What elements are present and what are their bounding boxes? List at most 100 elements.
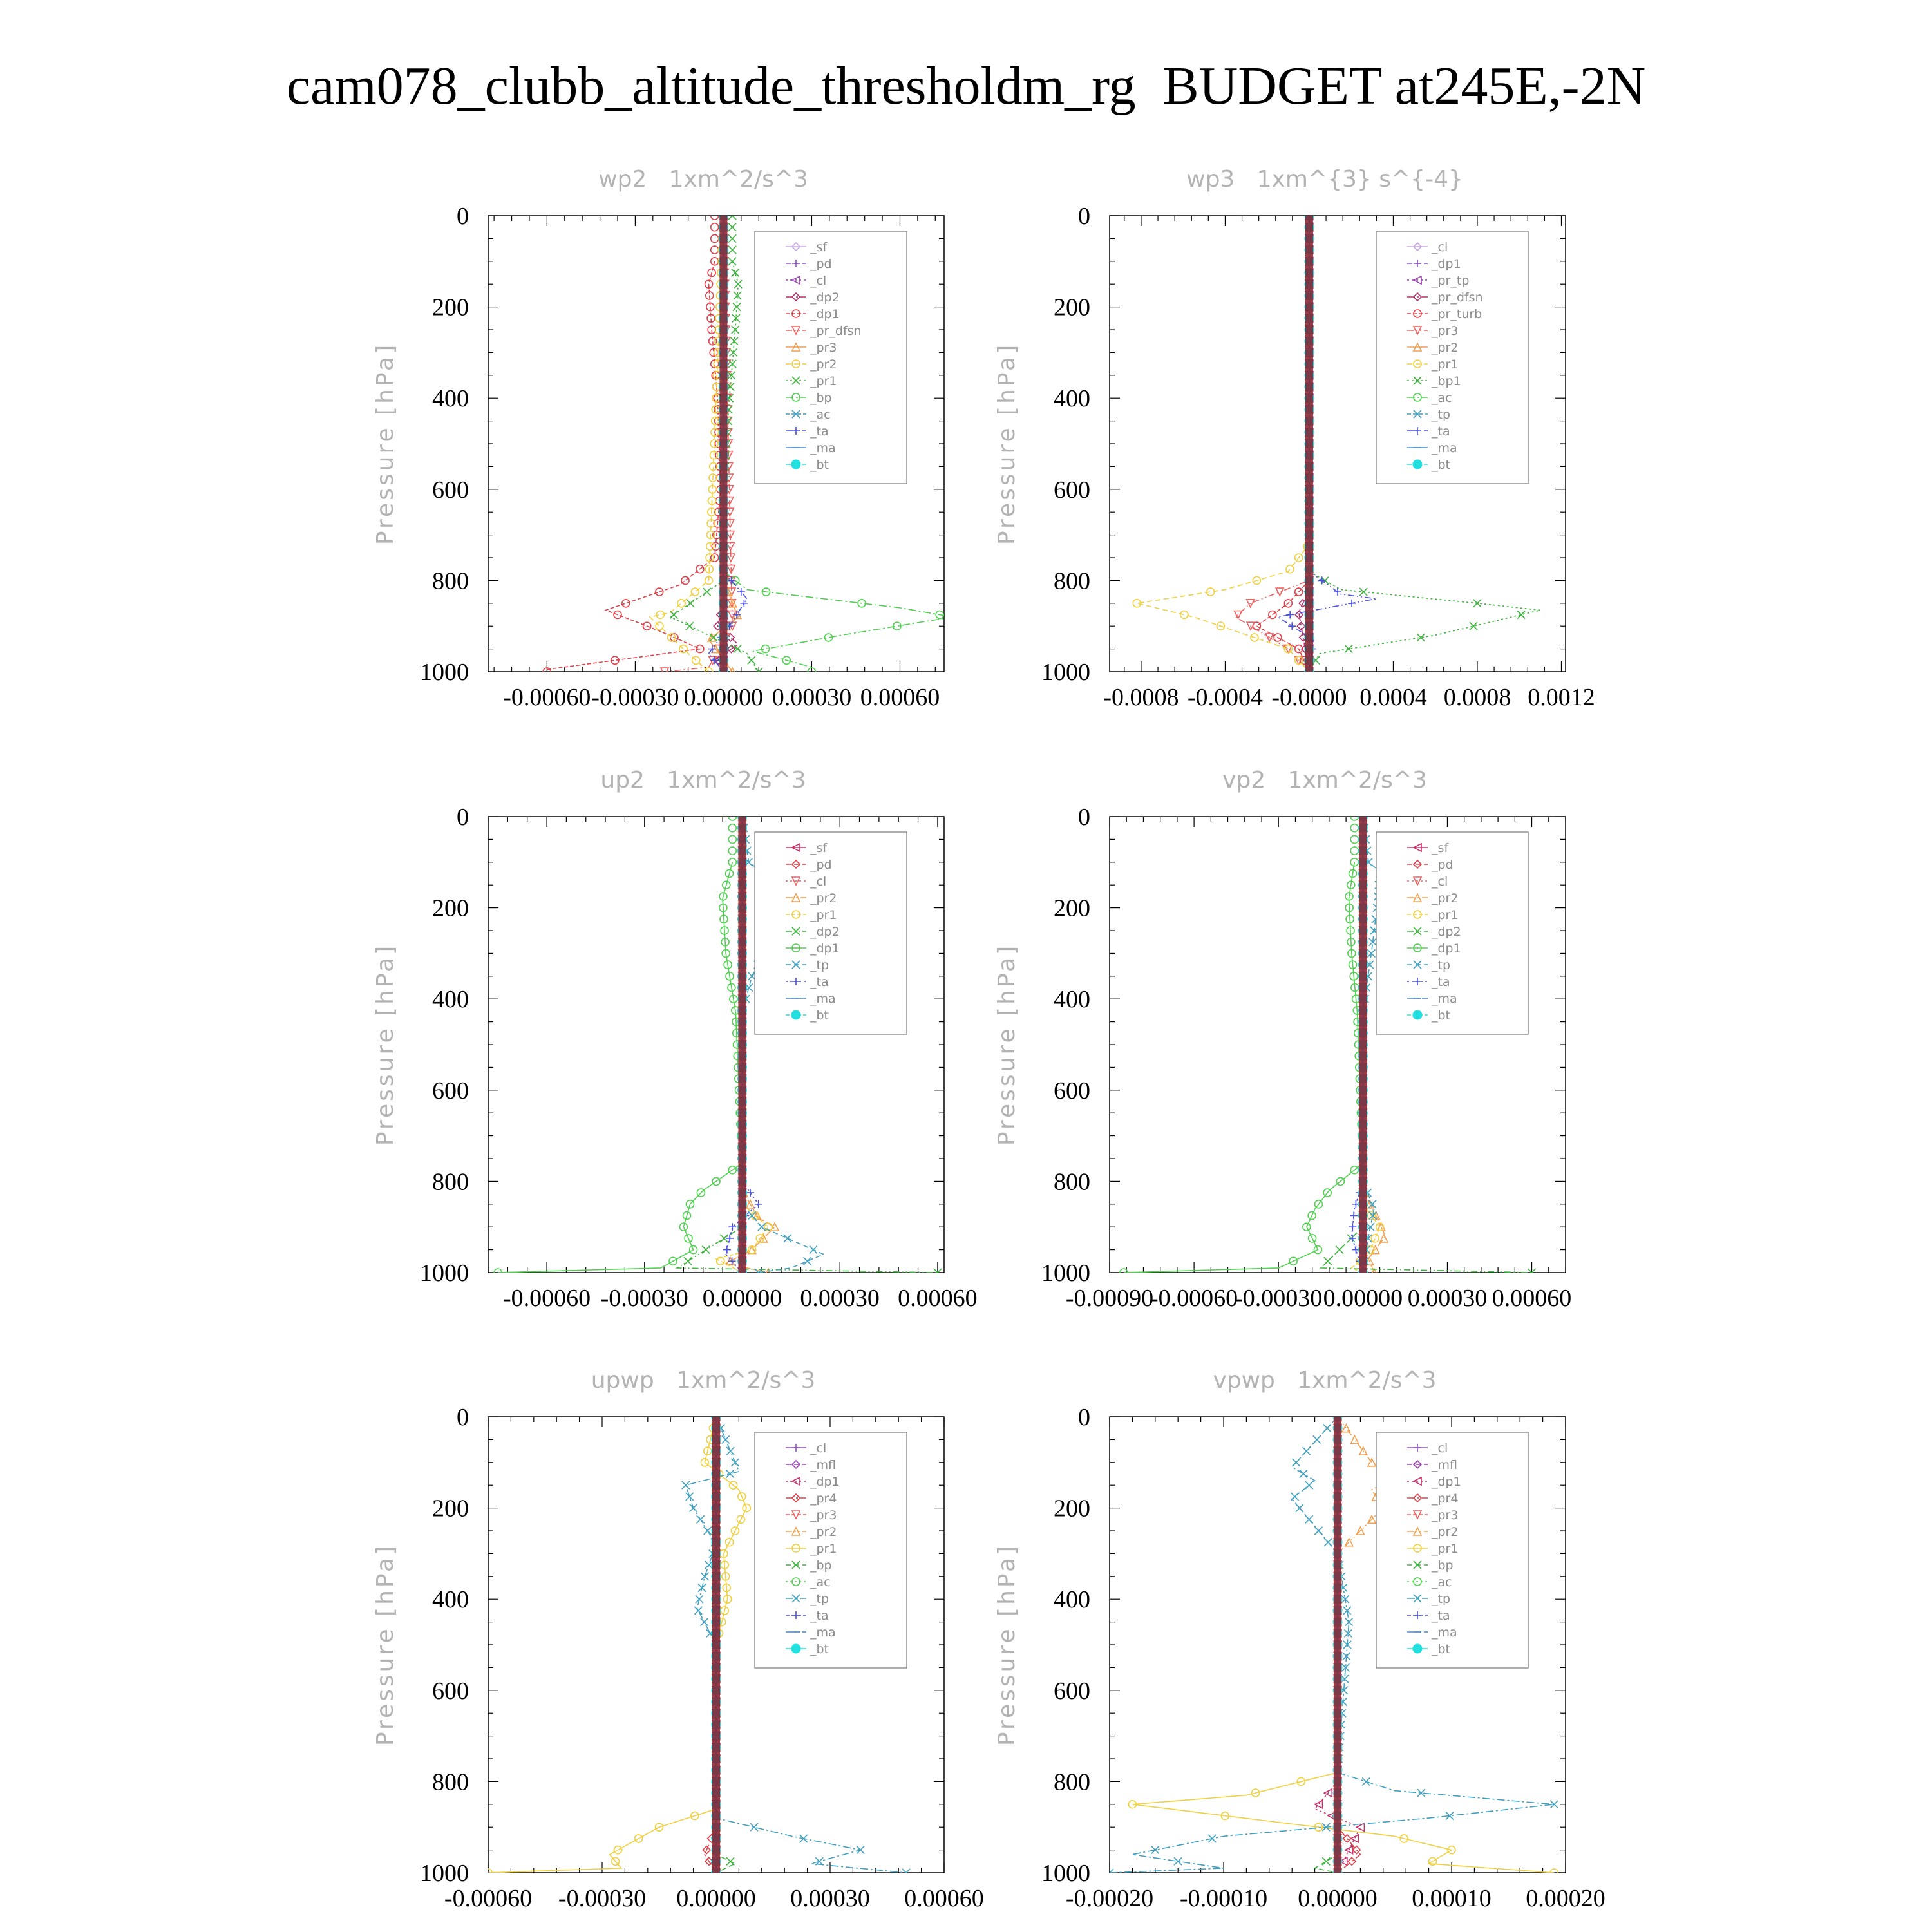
series-point (1359, 587, 1368, 596)
legend-item-ta: _ta (1407, 424, 1450, 439)
series-line (723, 216, 944, 668)
legend-marker (791, 893, 801, 902)
legend-item-bp1: _bp1 (1407, 374, 1461, 388)
series-point (1285, 564, 1294, 574)
legend-item-pr1: _pr1 (1407, 1542, 1458, 1556)
series-point (746, 1189, 755, 1197)
series-point (705, 291, 714, 300)
series-point (696, 564, 705, 574)
series-point (1173, 1857, 1182, 1866)
legend-label: _pr2 (1431, 341, 1458, 355)
legend-marker (1413, 1544, 1422, 1553)
legend-marker (1413, 1594, 1422, 1603)
series-point (712, 1177, 721, 1186)
series-point (1314, 1526, 1323, 1535)
series-point (667, 633, 676, 642)
x-tick-label: 0.00030 (800, 1285, 880, 1312)
legend-marker (791, 943, 800, 952)
series-point (707, 268, 716, 278)
series-point (704, 576, 714, 585)
series-point (702, 1845, 712, 1855)
series-point (729, 994, 738, 1003)
series-point (708, 336, 717, 346)
legend-marker (1414, 260, 1421, 267)
series-point (1341, 1595, 1350, 1604)
series-line (498, 862, 743, 1273)
legend-label: _cl (1431, 240, 1448, 254)
legend-marker (791, 910, 800, 919)
series-line (1132, 1417, 1555, 1873)
series-point (685, 1492, 694, 1501)
legend-marker (1412, 1476, 1422, 1486)
legend-item-ma: _ma (1407, 441, 1457, 455)
series-point (611, 656, 620, 665)
legend-item-ta: _ta (1407, 975, 1450, 989)
series-point (719, 914, 728, 924)
series-point (1119, 1268, 1128, 1273)
x-tick-label: -0.0000 (1271, 684, 1347, 711)
series-point (719, 892, 728, 901)
series-point (710, 553, 719, 562)
chart-panel-3: up2 1xm^2/s^3 Pressure [hPa] 0 200 400 600 800… (372, 767, 978, 1312)
legend-item-pr_tp: _pr_tp (1407, 274, 1469, 288)
series-point (815, 1857, 824, 1866)
y-tick-label: 200 (1054, 294, 1090, 321)
y-tick-label: 800 (432, 1168, 469, 1195)
series-point (1365, 960, 1374, 969)
series-point (1314, 1823, 1323, 1832)
series-point (732, 611, 741, 619)
series-point (737, 1492, 746, 1501)
x-tick-label: -0.00060 (503, 1285, 591, 1312)
legend-marker (792, 427, 800, 435)
series-dp1 (542, 216, 725, 672)
y-tick-label: 200 (1054, 1495, 1090, 1522)
series-point (728, 846, 737, 855)
series-point (1294, 644, 1303, 654)
legend-marker (791, 376, 800, 385)
series-point (493, 1268, 502, 1273)
legend-item-cl: _cl (786, 274, 826, 288)
series-point (719, 1234, 728, 1243)
legend-marker (1412, 459, 1423, 469)
y-tick-label: 0 (457, 203, 469, 230)
series-point (706, 530, 715, 540)
series-point (1334, 588, 1341, 596)
series-point (1399, 1834, 1409, 1843)
series-point (690, 587, 700, 596)
y-axis-label: Pressure [hPa] (994, 1544, 1020, 1746)
zero-profile-band (719, 216, 728, 672)
legend-marker (791, 326, 801, 336)
legend-marker (791, 410, 800, 419)
series-point (857, 598, 866, 608)
legend-marker (1413, 309, 1422, 318)
legend-marker (792, 1611, 800, 1619)
series-point (1314, 1200, 1323, 1209)
series-point (732, 303, 741, 312)
legend-marker (791, 342, 801, 352)
legend-item-bp: _bp (786, 391, 832, 405)
legend-label: _dp2 (810, 290, 840, 305)
series-point (1302, 1446, 1311, 1455)
series-line (714, 817, 769, 1273)
series-line (1137, 216, 1310, 672)
x-tick-label: -0.00010 (1180, 1885, 1267, 1912)
series-point (690, 1811, 699, 1821)
series-point (710, 428, 719, 437)
y-tick-label: 200 (432, 1495, 469, 1522)
legend: _sf _pd _cl _dp2 _dp1 _pr_dfsn _pr3 _pr2 _pr1 _bp… (754, 231, 907, 484)
plot-area (542, 216, 944, 672)
series-point (709, 633, 718, 642)
legend-item-ac: _ac (786, 408, 831, 422)
legend-box (754, 831, 907, 1035)
series-point (634, 1834, 643, 1843)
y-tick-label: 400 (432, 986, 469, 1013)
legend-label: _mfl (1431, 1458, 1457, 1472)
legend-marker (791, 1643, 801, 1654)
chart-title: wp3 1xm^{3} s^{-4} (1186, 166, 1463, 193)
x-tick-label: 0.00020 (1526, 1885, 1605, 1912)
legend-label: _cl (810, 1441, 826, 1455)
legend-box (1376, 1432, 1529, 1669)
legend-label: _ta (1431, 975, 1450, 989)
plot-area (488, 1417, 911, 1873)
legend-marker (1413, 927, 1422, 936)
